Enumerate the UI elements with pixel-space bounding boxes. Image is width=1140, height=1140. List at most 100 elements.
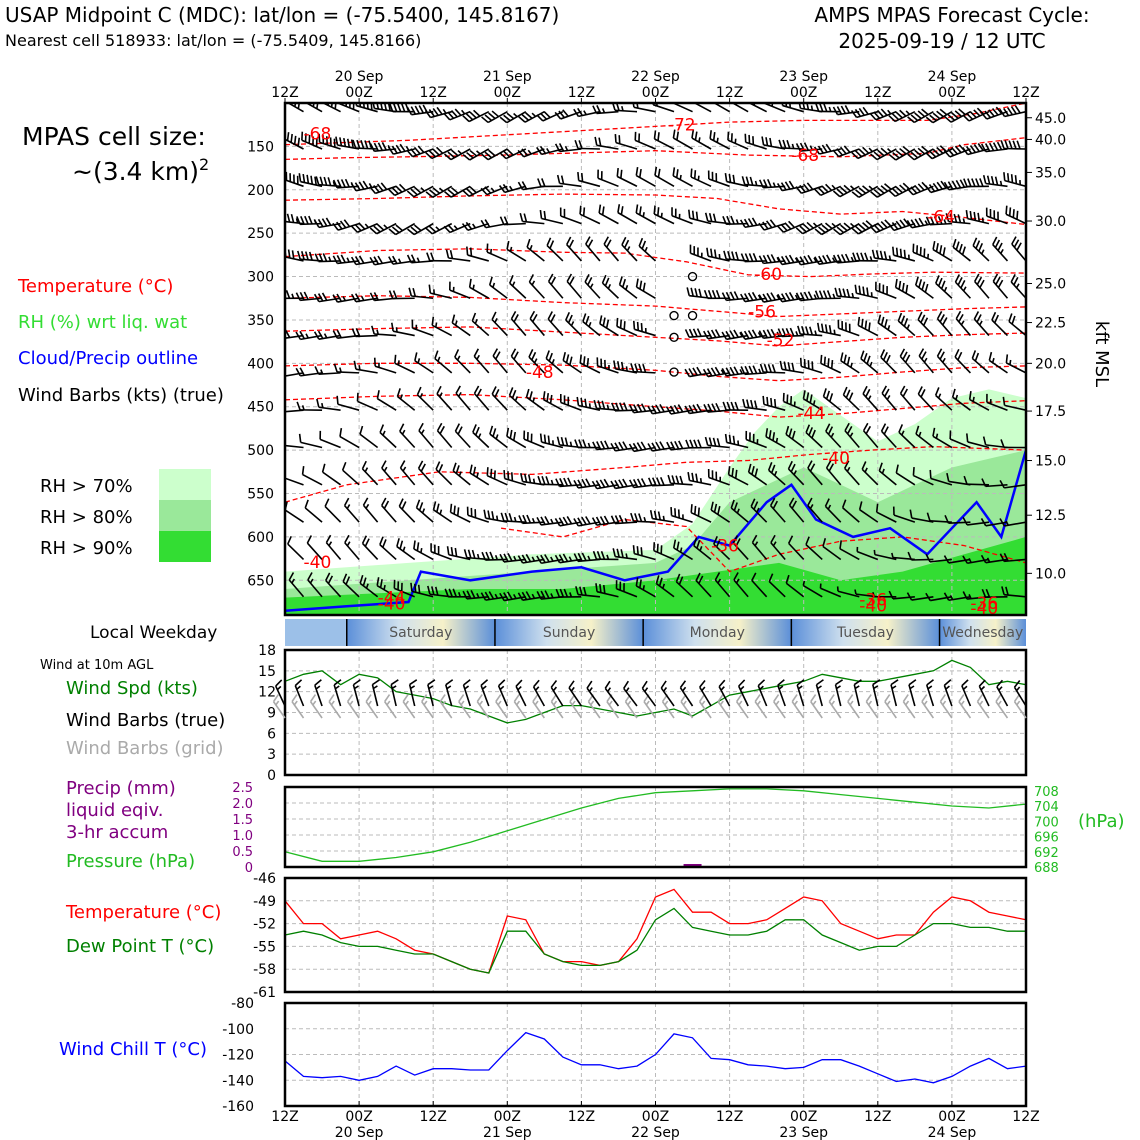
upper-wind-barb-flag <box>865 388 871 398</box>
upper-wind-barb <box>837 590 860 598</box>
upper-wind-barb-flag <box>807 460 813 469</box>
grid-wind-barb <box>754 701 768 719</box>
upper-wind-barb-flag <box>431 316 435 326</box>
upper-wind-barb <box>859 509 879 523</box>
upper-wind-barb-flag <box>420 463 426 472</box>
grid-wind-barb-flag <box>460 700 465 706</box>
upper-wind-barb-flag <box>428 109 436 117</box>
upper-wind-barb-flag <box>636 321 640 331</box>
series-line-0 <box>284 1031 1027 1084</box>
day-label: 24 Sep <box>928 69 977 85</box>
upper-wind-barb-flag <box>344 178 350 188</box>
upper-wind-barb-flag <box>369 227 378 235</box>
upper-wind-barb-flag <box>383 500 390 509</box>
rh90-swatch <box>159 531 211 562</box>
upper-wind-barb-flag <box>721 367 728 377</box>
upper-wind-barb-flag <box>1010 106 1017 115</box>
upper-wind-barb-flag <box>886 395 891 400</box>
upper-wind-barb-flag <box>854 108 862 117</box>
upper-wind-barb-flag <box>295 292 301 301</box>
upper-wind-barb-flag <box>891 188 900 196</box>
upper-wind-barb-flag <box>456 507 460 516</box>
upper-wind-barb-flag <box>966 433 969 443</box>
upper-wind-barb-flag <box>902 388 909 397</box>
upper-wind-barb-flag <box>632 442 639 452</box>
panel-frame <box>283 785 1028 869</box>
upper-wind-barb-flag <box>651 405 657 414</box>
upper-wind-barb-flag <box>864 252 869 262</box>
upper-wind-barb-flag <box>324 498 330 507</box>
upper-wind-barb-flag <box>733 572 739 581</box>
upper-wind-barb-flag <box>690 504 693 513</box>
upper-wind-barb-flag <box>870 153 878 161</box>
upper-wind-barb-flag <box>902 182 911 190</box>
upper-wind-barb-flag <box>817 322 820 332</box>
grid-wind-barb <box>791 701 805 719</box>
upper-wind-barb-flag <box>340 254 346 263</box>
grid-wind-barb-flag <box>865 694 872 703</box>
upper-wind-barb-flag <box>628 443 635 452</box>
upper-wind-barb-flag <box>846 425 853 435</box>
upper-wind-barb-flag <box>932 182 940 191</box>
upper-wind-barb-flag <box>432 187 441 194</box>
upper-wind-barb-flag <box>899 147 907 155</box>
upper-wind-barb-flag <box>780 223 788 232</box>
upper-wind-barb-flag <box>939 351 945 360</box>
upper-wind-barb-flag <box>849 222 855 228</box>
upper-wind-barb-flag <box>754 468 759 477</box>
upper-wind-barb-flag <box>562 516 569 525</box>
nearest-cell: Nearest cell 518933: lat/lon = (-75.5409… <box>5 31 421 50</box>
upper-wind-barb-flag <box>1012 140 1017 150</box>
upper-wind-barb-flag <box>503 216 509 225</box>
upper-wind-barb-flag <box>978 243 984 252</box>
weekday-title: Local Weekday <box>90 623 217 643</box>
temperature-label: -60 <box>754 265 782 285</box>
upper-wind-barb-flag <box>946 472 950 482</box>
upper-wind-barb-flag <box>657 132 660 141</box>
upper-wind-barb-flag <box>581 478 587 488</box>
upper-wind-barb-flag <box>758 255 765 264</box>
upper-wind-barb-flag <box>332 181 336 187</box>
upper-wind-barb-flag <box>985 588 991 598</box>
upper-wind-barb-flag <box>635 577 639 587</box>
pressure-tick: 550 <box>247 487 274 503</box>
upper-wind-barb-flag <box>906 219 913 229</box>
upper-wind-barb-flag <box>831 184 836 190</box>
upper-wind-barb-flag <box>906 592 913 601</box>
upper-wind-barb-flag <box>832 149 840 158</box>
upper-wind-barb-flag <box>791 362 795 372</box>
upper-wind-barb-flag <box>832 293 836 299</box>
upper-wind-barb-flag <box>981 588 987 598</box>
upper-wind-barb-flag <box>376 577 380 586</box>
grid-wind-barb-flag <box>791 694 798 703</box>
time-tick-label: 12Z <box>864 85 891 101</box>
upper-wind-barb-flag <box>811 429 816 439</box>
upper-wind-barb-flag <box>539 209 543 219</box>
upper-wind-barb-flag <box>746 399 750 409</box>
upper-wind-barb-flag <box>878 462 883 472</box>
upper-wind-barb-flag <box>636 442 643 451</box>
upper-wind-barb-flag <box>909 509 913 519</box>
upper-wind-barb-flag <box>826 290 832 299</box>
upper-wind-barb-flag <box>740 366 746 375</box>
upper-wind-barb-flag <box>809 145 814 151</box>
upper-wind-barb-flag <box>740 293 746 302</box>
upper-wind-barb-flag <box>1000 248 1004 254</box>
upper-wind-barb-flag <box>531 517 536 523</box>
upper-wind-barb-flag <box>321 463 326 473</box>
upper-wind-barb-flag <box>969 145 977 153</box>
upper-wind-barb-flag <box>334 103 337 110</box>
upper-wind-barb-flag <box>817 187 825 195</box>
upper-wind-barb-flag <box>503 114 511 122</box>
upper-wind-barb-flag <box>728 173 732 183</box>
upper-wind-barb-flag <box>828 325 832 334</box>
upper-wind-barb-flag <box>487 510 491 520</box>
upper-wind-barb-flag <box>901 430 905 436</box>
upper-wind-barb-flag <box>777 328 783 337</box>
grid-wind-barb-flag <box>960 700 965 706</box>
upper-wind-barb-flag <box>830 360 834 369</box>
upper-wind-barb-flag <box>397 258 402 264</box>
upper-wind-barb-flag <box>303 92 304 100</box>
upper-wind-barb-flag <box>999 479 1005 489</box>
grid-wind-barb-flag <box>812 700 817 706</box>
